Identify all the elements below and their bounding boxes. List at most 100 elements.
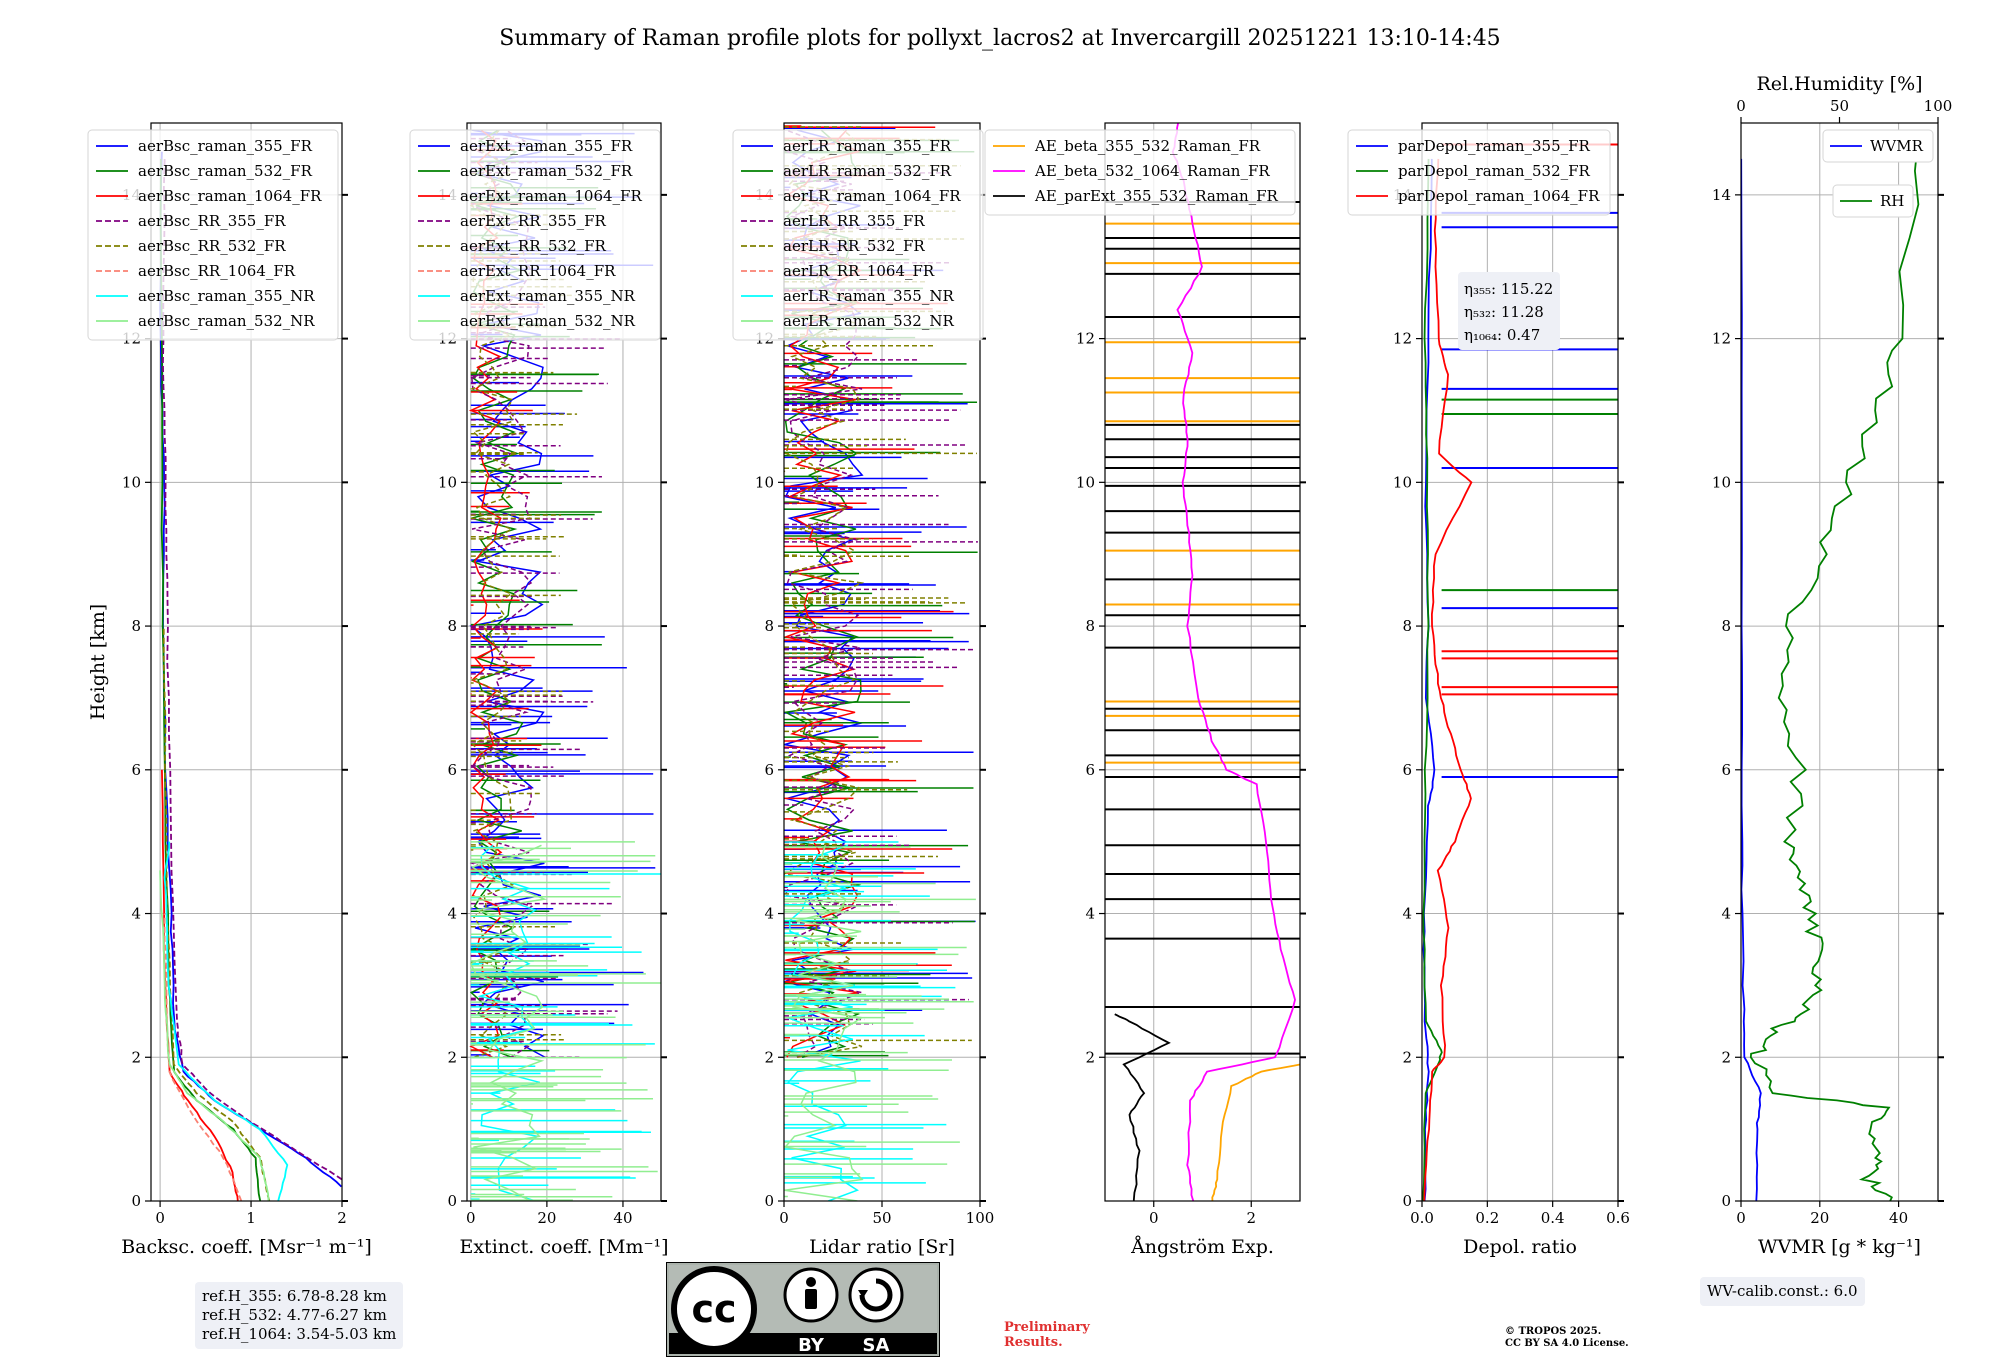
axes-frame	[1740, 122, 1939, 1202]
x-tick-label: 1	[246, 1209, 256, 1227]
legend-entry: aerExt_raman_532_NR	[460, 312, 636, 330]
x-ticks: 0 20 40	[1736, 1201, 1908, 1227]
y-tick-label: 6	[447, 761, 457, 779]
legend-entry: aerLR_raman_532_NR	[783, 312, 954, 330]
series-parDepol_raman_355_FR	[1422, 158, 1436, 1201]
legend-entry: parDepol_raman_532_FR	[1398, 162, 1591, 180]
lidar-constant-annotation: η₃₅₅: 115.22 η₅₃₂: 11.28 η₁₀₆₄: 0.47	[1458, 272, 1560, 350]
x-tick-label: 0	[779, 1209, 789, 1227]
y-tick-label: 6	[1402, 761, 1412, 779]
series-aerBsc_raman_355_FR	[159, 151, 342, 1188]
top-x-tick-label: 0	[1736, 97, 1746, 115]
y-tick-label: 10	[755, 473, 774, 491]
legend-entry: RH	[1880, 192, 1904, 210]
x-axis-label: Backsc. coeff. [Msr⁻¹ m⁻¹]	[121, 1236, 372, 1258]
gridlines	[1740, 123, 1938, 1202]
y-ticks: 2 4 6 8 10 12	[1076, 330, 1306, 1066]
ref-height-1064: ref.H_1064: 3.54-5.03 km	[202, 1325, 397, 1343]
legend-box	[409, 129, 661, 341]
y-tick-label: 12	[1076, 330, 1095, 348]
y-tick-label: 6	[1721, 761, 1731, 779]
x-ticks: 0 20 40	[466, 1201, 633, 1227]
legend-entry: aerExt_raman_532_FR	[460, 162, 633, 180]
profile-line-lightgreen	[469, 844, 548, 1201]
legend-entry: aerBsc_RR_355_FR	[138, 212, 286, 230]
x-ticks: 0 50 100	[779, 1201, 994, 1227]
y-tick-label: 4	[1721, 905, 1731, 923]
legend-box	[1347, 129, 1611, 216]
y-tick-label: 2	[447, 1048, 457, 1066]
x-tick-label: 0.0	[1410, 1209, 1434, 1227]
panel-backscatter: 02468101214012Backsc. coeff. [Msr⁻¹ m⁻¹]…	[87, 122, 372, 1258]
x-tick-label: 40	[1889, 1209, 1908, 1227]
y-tick-label: 2	[131, 1048, 141, 1066]
legend-entry: aerLR_RR_1064_FR	[783, 262, 935, 280]
legend-entry: parDepol_raman_355_FR	[1398, 137, 1591, 155]
y-tick-label: 0	[1721, 1192, 1731, 1210]
preliminary-results-note: Preliminary Results.	[1004, 1320, 1090, 1350]
legend-entry: aerBsc_raman_532_NR	[138, 312, 315, 330]
series-AE_beta_355_532_Raman_FR	[1211, 1063, 1300, 1201]
y-tick-label: 0	[131, 1192, 141, 1210]
cc-by-sa-license-logo: cc BY SA	[666, 1262, 940, 1357]
axes-frame	[1421, 122, 1619, 1202]
y-tick-label: 8	[1085, 617, 1095, 635]
gridlines	[1105, 123, 1300, 1201]
x-axis-label: Depol. ratio	[1463, 1236, 1577, 1258]
series-AE_parExt_355_532_Raman_FR	[1114, 1013, 1171, 1201]
legend-entry: aerLR_raman_355_NR	[783, 287, 954, 305]
y-tick-label: 8	[131, 617, 141, 635]
legend-entry: aerBsc_RR_532_FR	[138, 237, 286, 255]
x-tick-label: 0	[1149, 1209, 1159, 1227]
y-tick-label: 2	[1402, 1048, 1412, 1066]
y-tick-label: 14	[1712, 186, 1731, 204]
x-tick-label: 100	[966, 1209, 995, 1227]
panel-lidar_ratio: 02468101214050100Lidar ratio [Sr]aerLR_r…	[732, 122, 994, 1258]
legend-box	[984, 129, 1296, 216]
legend-entry: aerLR_RR_355_FR	[783, 212, 925, 230]
y-tick-label: 6	[1085, 761, 1095, 779]
top-x-axis-label: Rel.Humidity [%]	[1756, 73, 1922, 95]
series-aerBsc_raman_355_NR	[163, 841, 289, 1201]
ref-height-532: ref.H_532: 4.77-6.27 km	[202, 1306, 387, 1324]
y-tick-label: 6	[764, 761, 774, 779]
share-alike-icon	[848, 1267, 904, 1323]
y-tick-label: 8	[1721, 617, 1731, 635]
legend-entry: parDepol_raman_1064_FR	[1398, 187, 1600, 205]
y-tick-label: 0	[1402, 1192, 1412, 1210]
y-tick-label: 8	[764, 617, 774, 635]
legend-entry: aerBsc_raman_355_FR	[138, 137, 313, 155]
y-tick-label: 2	[1721, 1048, 1731, 1066]
series-parDepol_raman_1064_FR	[1423, 158, 1473, 1201]
axes-frame	[466, 122, 662, 1202]
legend: WVMR RH	[1822, 129, 1934, 218]
legend-entry: AE_beta_355_532_Raman_FR	[1034, 137, 1261, 155]
y-tick-label: 12	[1712, 330, 1731, 348]
y-tick-label: 6	[131, 761, 141, 779]
y-tick-label: 4	[1085, 905, 1095, 923]
x-tick-label: 0	[155, 1209, 165, 1227]
panel-water_vapor: 0 2 4 6 8 10 12 14 0 20 40 WVMR [g * kg⁻¹] 0 50 100Rel…	[1712, 73, 1952, 1258]
legend-entry: aerExt_RR_1064_FR	[460, 262, 616, 280]
legend: aerBsc_raman_355_FR aerBsc_raman_532_FRae…	[87, 129, 339, 341]
y-tick-label: 2	[1085, 1048, 1095, 1066]
legend: parDepol_raman_355_FR parDepol_raman_532_…	[1347, 129, 1611, 216]
profile-line-lightgreen	[784, 845, 864, 1201]
data-marks	[1741, 137, 1920, 1201]
legend-box-rh	[1832, 184, 1914, 218]
figure-title: Summary of Raman profile plots for polly…	[499, 26, 1500, 51]
series-RH	[1749, 137, 1920, 1201]
top-x-tick-label: 100	[1924, 97, 1953, 115]
y-tick-label: 4	[764, 905, 774, 923]
legend-box	[732, 129, 984, 341]
legend-entry: aerLR_raman_1064_FR	[783, 187, 961, 205]
legend-entry: WVMR	[1870, 137, 1924, 155]
series-aerBsc_RR_355_FR	[161, 158, 342, 1181]
legend-entry: aerExt_raman_355_NR	[460, 287, 636, 305]
x-ticks: 0.0 0.2 0.4 0.6	[1410, 1201, 1630, 1227]
y-axis-label: Height [km]	[87, 604, 109, 720]
legend: aerLR_raman_355_FR aerLR_raman_532_FR aerL…	[732, 129, 984, 341]
